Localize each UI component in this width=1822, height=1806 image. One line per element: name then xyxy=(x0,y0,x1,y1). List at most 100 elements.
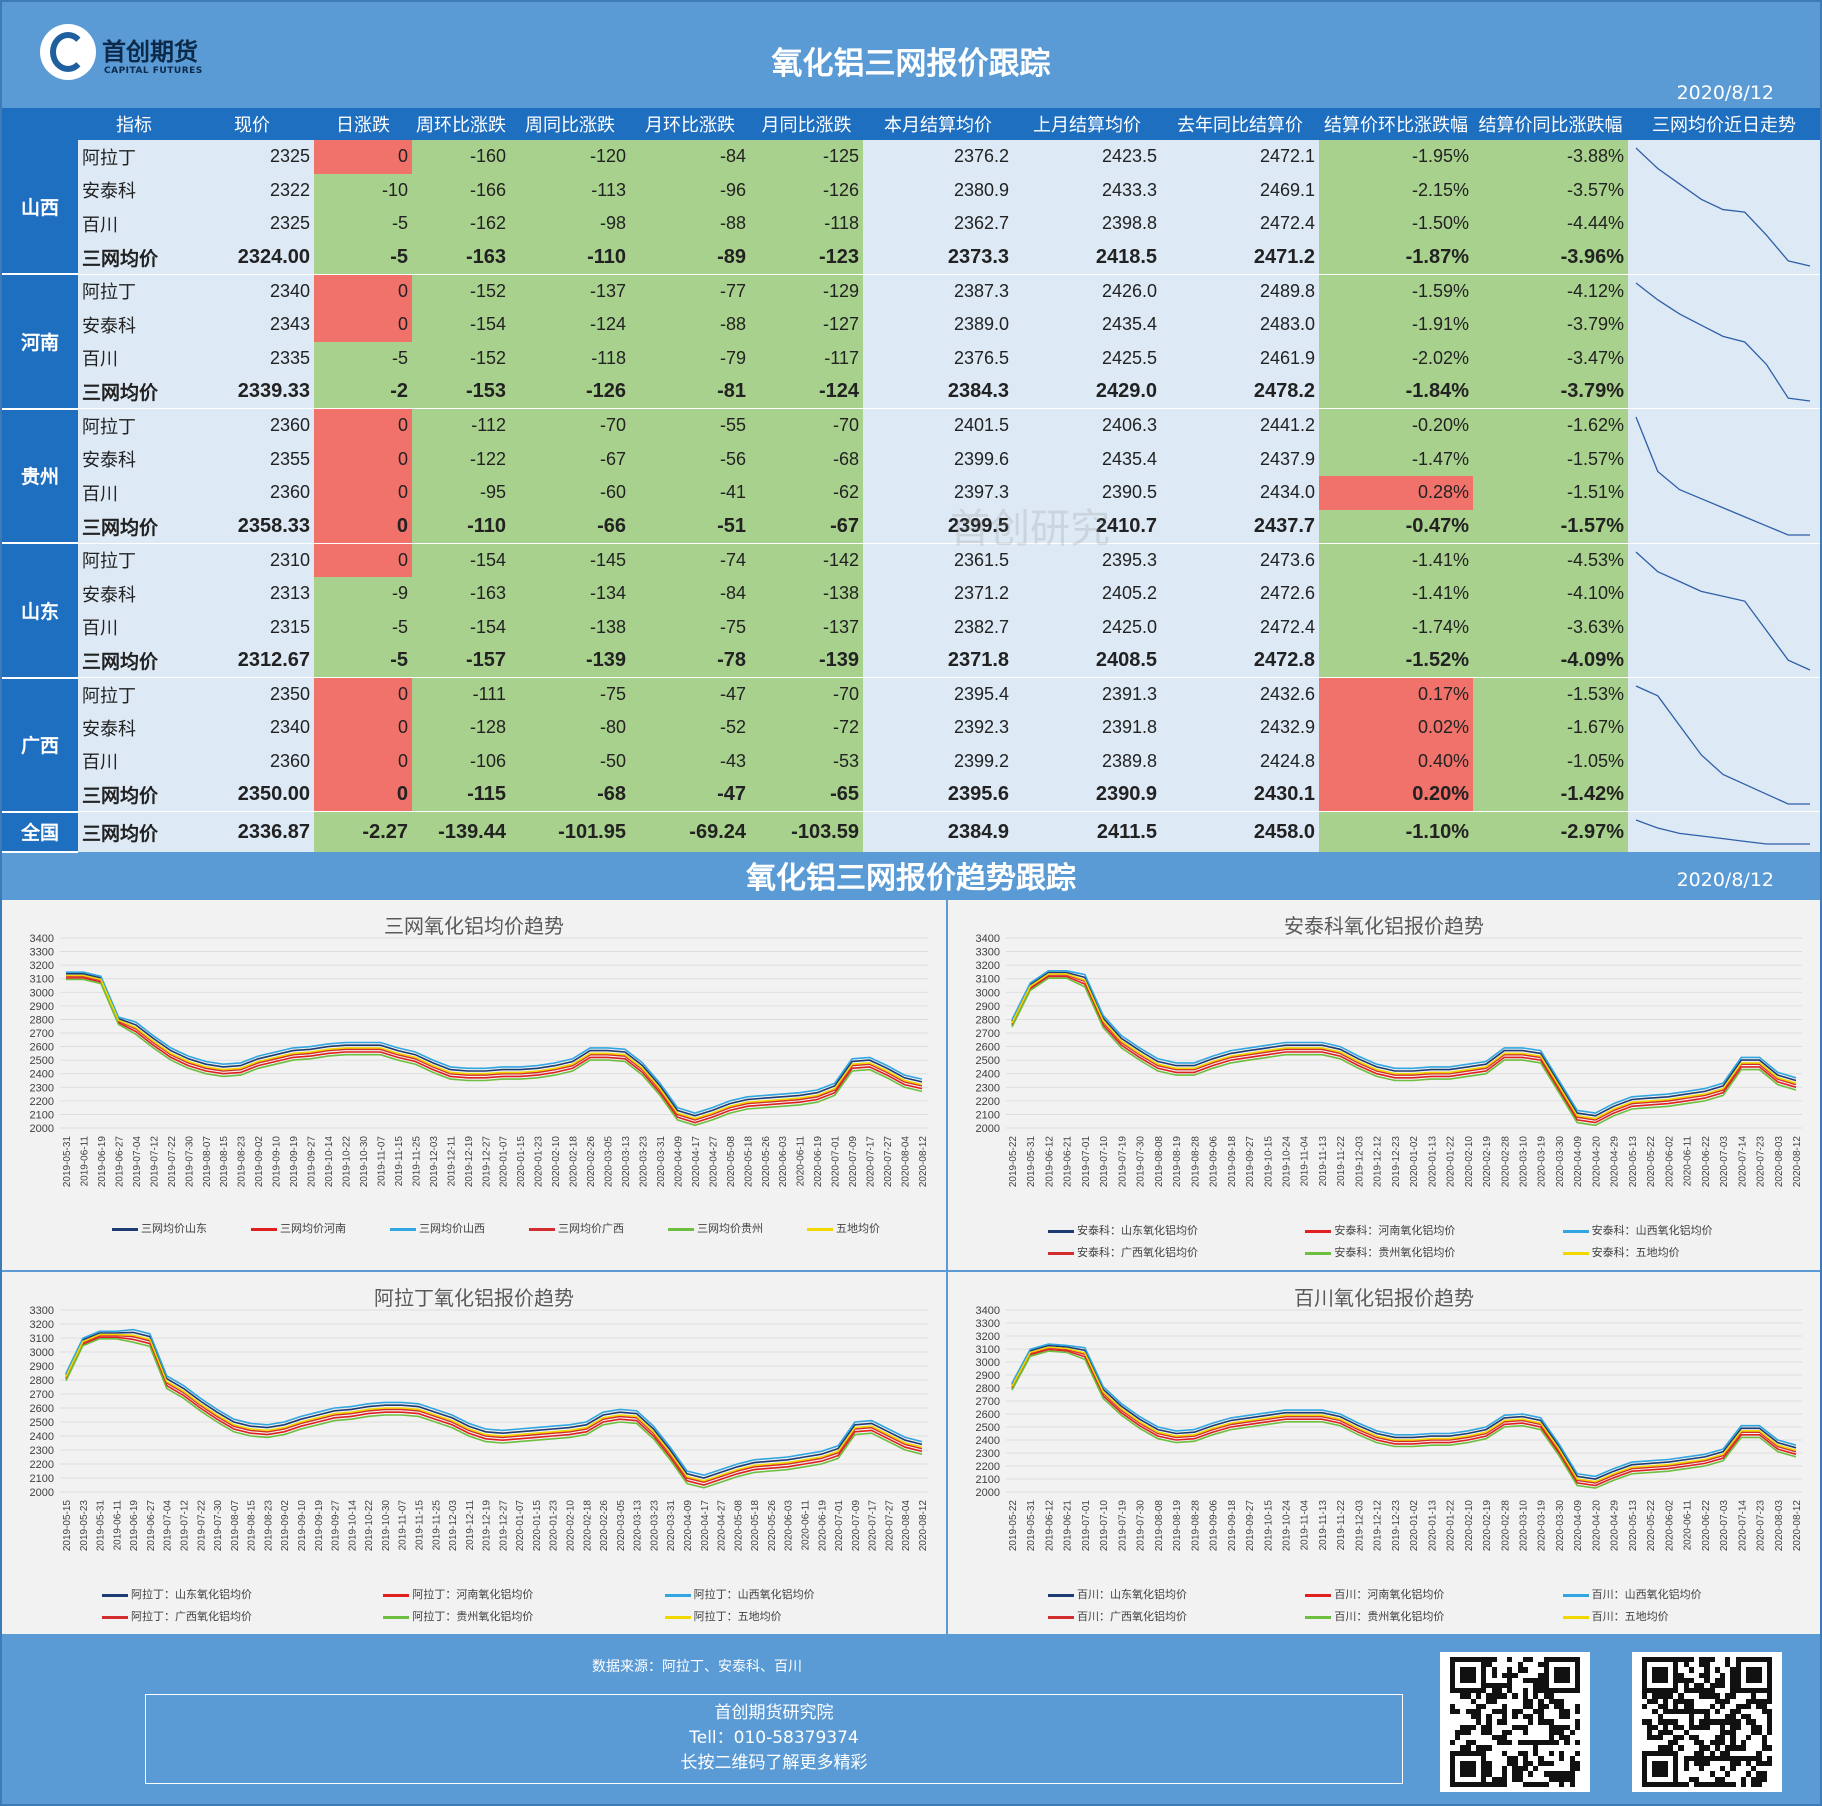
y-tick-label: 2800 xyxy=(976,1383,1000,1395)
x-tick-label: 2020-04-20 xyxy=(1591,1136,1602,1188)
cell-11: -1.51% xyxy=(1473,475,1628,510)
x-tick-label: 2020-01-02 xyxy=(1409,1136,1420,1188)
y-tick-label: 2300 xyxy=(976,1448,1000,1460)
x-tick-label: 2019-09-18 xyxy=(1227,1500,1238,1552)
x-tick-label: 2020-02-10 xyxy=(1464,1500,1475,1552)
cell-6: -118 xyxy=(750,207,863,241)
cell-9: 2437.7 xyxy=(1161,509,1319,544)
x-tick-label: 2020-02-19 xyxy=(1482,1500,1493,1552)
header-col-0: 指标 xyxy=(78,108,190,140)
cell-3: -111 xyxy=(412,677,510,712)
cell-3: -139.44 xyxy=(412,811,510,852)
cell-1: 2312.67 xyxy=(190,643,314,678)
x-tick-label: 2020-03-05 xyxy=(616,1500,627,1552)
cell-10: 0.02% xyxy=(1319,711,1473,745)
y-tick-label: 3100 xyxy=(976,974,1000,986)
legend-swatch xyxy=(1562,1229,1589,1233)
cell-9: 2483.0 xyxy=(1161,307,1319,342)
x-tick-label: 2020-04-09 xyxy=(1573,1500,1584,1552)
cell-5: -84 xyxy=(630,576,750,611)
x-tick-label: 2019-11-07 xyxy=(376,1136,387,1187)
legend-swatch xyxy=(1048,1251,1074,1255)
cell-7: 2361.5 xyxy=(863,543,1013,577)
x-tick-label: 2020-07-23 xyxy=(1756,1136,1767,1188)
y-tick-label: 2600 xyxy=(30,1042,54,1054)
source-name: 百川 xyxy=(78,341,190,376)
x-tick-label: 2019-08-15 xyxy=(219,1136,230,1188)
cell-5: -41 xyxy=(630,475,750,510)
qr-code-icon[interactable] xyxy=(1632,1652,1782,1792)
x-tick-label: 2019-10-24 xyxy=(1281,1500,1292,1552)
cell-6: -117 xyxy=(750,341,863,376)
cell-5: -89 xyxy=(630,240,750,275)
cell-1: 2336.87 xyxy=(190,811,314,852)
trend-sparkline xyxy=(1628,677,1820,813)
series-line-4 xyxy=(66,978,923,1127)
x-tick-label: 2020-06-02 xyxy=(1664,1136,1675,1188)
cell-6: -103.59 xyxy=(750,811,863,852)
x-tick-label: 2019-06-19 xyxy=(97,1136,108,1188)
source-name: 百川 xyxy=(78,207,190,241)
y-tick-label: 3400 xyxy=(30,933,54,945)
x-tick-label: 2019-11-15 xyxy=(414,1500,425,1551)
cell-5: -77 xyxy=(630,274,750,308)
x-tick-label: 2019-11-13 xyxy=(1318,1500,1329,1551)
chart-baichuan: 百川氧化铝报价趋势 2000 2100 2200 2300 2400 2500 2600 270… xyxy=(948,1272,1820,1634)
legend-item: 百川：河南氧化铝均价 xyxy=(1305,1586,1444,1602)
table-row: 三网均价 2358.33 0 -110 -66 -51 -67 2399.5 2410.7 243… xyxy=(2,509,1820,544)
chart-antaike: 安泰科氧化铝报价趋势 2000 2100 2200 2300 2400 2500 2600 27… xyxy=(948,900,1820,1270)
cell-3: -163 xyxy=(412,576,510,611)
cell-7: 2362.7 xyxy=(863,207,1013,241)
cell-8: 2426.0 xyxy=(1013,274,1161,308)
legend-label: 三网均价山东 xyxy=(141,1222,207,1235)
cell-3: -95 xyxy=(412,475,510,510)
cell-11: -1.57% xyxy=(1473,509,1628,544)
table-row: 安泰科 2340 0 -128 -80 -52 -72 2392.3 2391.8 2432.9 0… xyxy=(2,711,1820,745)
x-tick-label: 2020-05-08 xyxy=(726,1136,737,1188)
y-tick-label: 2700 xyxy=(30,1028,54,1040)
y-tick-label: 2800 xyxy=(976,1014,1000,1026)
cell-10: -1.84% xyxy=(1319,375,1473,410)
x-tick-label: 2020-01-15 xyxy=(532,1500,543,1552)
cell-7: 2399.6 xyxy=(863,442,1013,476)
y-tick-label: 3200 xyxy=(976,960,1000,972)
x-tick-label: 2019-12-03 xyxy=(1354,1136,1365,1188)
x-tick-label: 2019-08-08 xyxy=(1154,1136,1165,1188)
table-row: 三网均价 2324.00 -5 -163 -110 -89 -123 2373.3 2418.5… xyxy=(2,240,1820,275)
cell-8: 2391.8 xyxy=(1013,711,1161,745)
x-tick-label: 2020-06-19 xyxy=(817,1500,828,1552)
x-tick-label: 2019-12-23 xyxy=(1391,1136,1402,1188)
qr-code-icon[interactable] xyxy=(1440,1652,1590,1792)
cell-7: 2401.5 xyxy=(863,408,1013,443)
cell-5: -78 xyxy=(630,643,750,678)
cell-10: 0.20% xyxy=(1319,778,1473,813)
x-tick-label: 2020-06-03 xyxy=(778,1136,789,1188)
x-tick-label: 2020-07-09 xyxy=(848,1136,859,1188)
x-tick-label: 2019-05-15 xyxy=(62,1500,73,1552)
cell-3: -112 xyxy=(412,408,510,443)
cell-3: -152 xyxy=(412,341,510,376)
x-tick-label: 2019-07-30 xyxy=(1136,1500,1147,1552)
source-name: 安泰科 xyxy=(78,173,190,208)
series-line-1 xyxy=(1011,975,1797,1124)
x-tick-label: 2020-04-27 xyxy=(717,1500,728,1552)
cell-10: -0.20% xyxy=(1319,408,1473,443)
table-row: 山西 阿拉丁 2325 0 -160 -120 -84 -125 2376.2 2423.5 247… xyxy=(2,140,1820,276)
x-tick-label: 2019-05-31 xyxy=(62,1136,73,1188)
source-name: 三网均价 xyxy=(78,643,190,678)
x-tick-label: 2020-04-20 xyxy=(1591,1500,1602,1552)
x-tick-label: 2019-05-31 xyxy=(1026,1136,1037,1188)
trend-sparkline xyxy=(1628,274,1820,410)
cell-8: 2411.5 xyxy=(1013,811,1161,852)
cell-6: -138 xyxy=(750,576,863,611)
cell-3: -157 xyxy=(412,643,510,678)
x-tick-label: 2020-07-01 xyxy=(834,1500,845,1552)
footer: 数据来源：阿拉丁、安泰科、百川 首创期货研究院 Tell：010-5837937… xyxy=(2,1636,1820,1804)
x-tick-label: 2019-09-27 xyxy=(307,1136,318,1188)
header-col-5: 月环比涨跌 xyxy=(630,108,750,140)
x-tick-label: 2020-05-13 xyxy=(1628,1136,1639,1188)
x-tick-label: 2020-03-19 xyxy=(1537,1136,1548,1188)
source-name: 安泰科 xyxy=(78,442,190,476)
series-line-1 xyxy=(66,977,923,1124)
